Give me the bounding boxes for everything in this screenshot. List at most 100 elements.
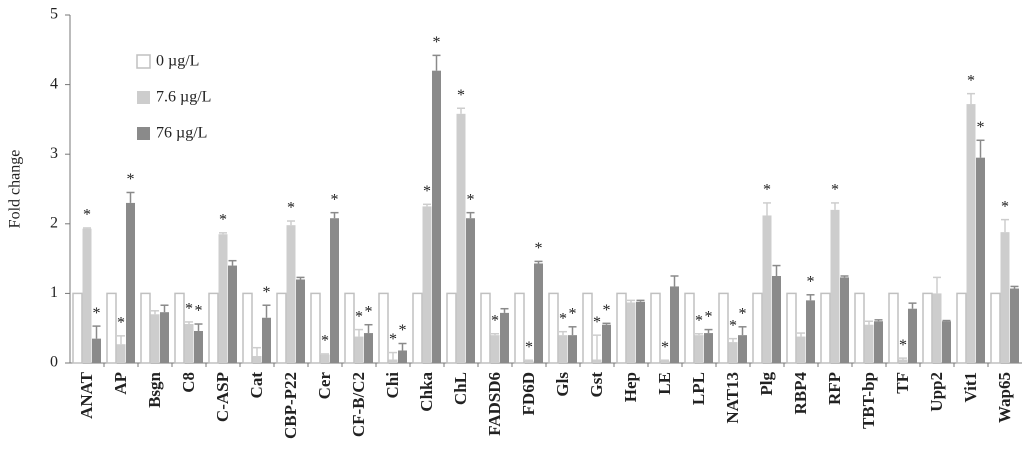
bar (990, 292, 1001, 364)
significance-label: * (365, 303, 373, 320)
bar (524, 360, 534, 363)
error-bar (126, 191, 135, 203)
bar (398, 350, 407, 363)
error-bar (491, 333, 499, 336)
bar (252, 356, 262, 363)
bar (548, 292, 559, 364)
error-bar (840, 275, 849, 278)
significance-label: * (695, 312, 703, 329)
bar (650, 292, 661, 364)
bar (242, 292, 253, 364)
significance-label: * (195, 303, 203, 320)
bar (218, 234, 228, 363)
bar (354, 336, 364, 363)
error-bar (976, 139, 985, 158)
bar (772, 276, 781, 363)
bar (466, 218, 475, 363)
bar (500, 312, 509, 363)
significance-label: * (127, 171, 135, 188)
significance-label: * (569, 305, 577, 322)
bar (718, 292, 729, 364)
bar (422, 206, 432, 363)
x-tick-label: Hep (621, 372, 640, 402)
bar (582, 292, 593, 364)
legend-label: 0 µg/L (156, 53, 199, 70)
x-tick-label: C-ASP (213, 372, 232, 422)
error-bar (636, 299, 645, 302)
significance-label: * (331, 191, 339, 208)
significance-label: * (399, 322, 407, 339)
bar (106, 292, 117, 364)
bar (704, 333, 713, 363)
bar (864, 324, 874, 363)
y-axis-label: Fold change (7, 150, 24, 229)
bar (364, 333, 373, 363)
error-bar (355, 328, 363, 337)
significance-label: * (593, 314, 601, 331)
significance-label: * (117, 315, 125, 332)
bar (208, 292, 219, 364)
significance-label: * (899, 337, 907, 354)
legend-swatch (136, 54, 151, 69)
bar (320, 354, 330, 363)
bar (806, 300, 815, 363)
x-tick-label: ChL (451, 372, 470, 405)
error-bar (602, 322, 611, 325)
significance-label: * (219, 212, 227, 229)
error-bar (389, 351, 397, 360)
error-bar (568, 326, 577, 336)
bar (660, 360, 670, 363)
significance-label: * (185, 301, 193, 318)
error-bar (738, 326, 747, 336)
y-tick-label: 5 (50, 6, 58, 23)
bar (456, 113, 466, 363)
error-bar (151, 310, 159, 315)
x-tick-label: RFP (825, 372, 844, 405)
error-bar (262, 304, 271, 318)
bar (72, 292, 83, 364)
error-bar (797, 332, 805, 337)
error-bar (729, 337, 737, 343)
bar (534, 263, 543, 363)
error-bar (899, 357, 907, 360)
error-bar (874, 319, 883, 322)
x-tick-label: Bsgn (145, 371, 164, 407)
error-bar (1001, 218, 1009, 233)
significance-label: * (467, 191, 475, 208)
bar (830, 209, 840, 363)
legend-swatch (137, 91, 150, 104)
bar (432, 70, 441, 364)
bar (728, 342, 738, 363)
error-bar (670, 275, 679, 287)
bar (296, 279, 305, 363)
error-bar (330, 211, 339, 219)
x-tick-label: NAT13 (723, 372, 742, 424)
error-bar (704, 328, 713, 334)
x-tick-label: CF-B/C2 (349, 372, 368, 437)
error-bar (593, 334, 601, 360)
significance-label: * (763, 182, 771, 199)
error-bar (219, 232, 227, 235)
bar (616, 292, 627, 364)
bar (796, 336, 806, 363)
error-bar (194, 323, 203, 331)
error-bar (321, 353, 329, 355)
significance-label: * (93, 305, 101, 322)
error-bar (967, 92, 975, 105)
x-tick-label: AP (111, 372, 130, 395)
bar (942, 321, 951, 363)
x-tick-label: FD6D (519, 372, 538, 415)
bar (412, 292, 423, 364)
error-bar (908, 302, 917, 309)
x-tick-label: C8 (179, 372, 198, 393)
error-bar (627, 299, 635, 303)
x-tick-label: Cat (247, 372, 266, 399)
error-bar (185, 321, 193, 325)
bar (854, 292, 865, 364)
bar (194, 330, 203, 363)
y-tick-label: 0 (50, 354, 58, 371)
bar (752, 292, 763, 364)
error-bar (457, 107, 465, 114)
x-tick-label: Gst (587, 372, 606, 398)
